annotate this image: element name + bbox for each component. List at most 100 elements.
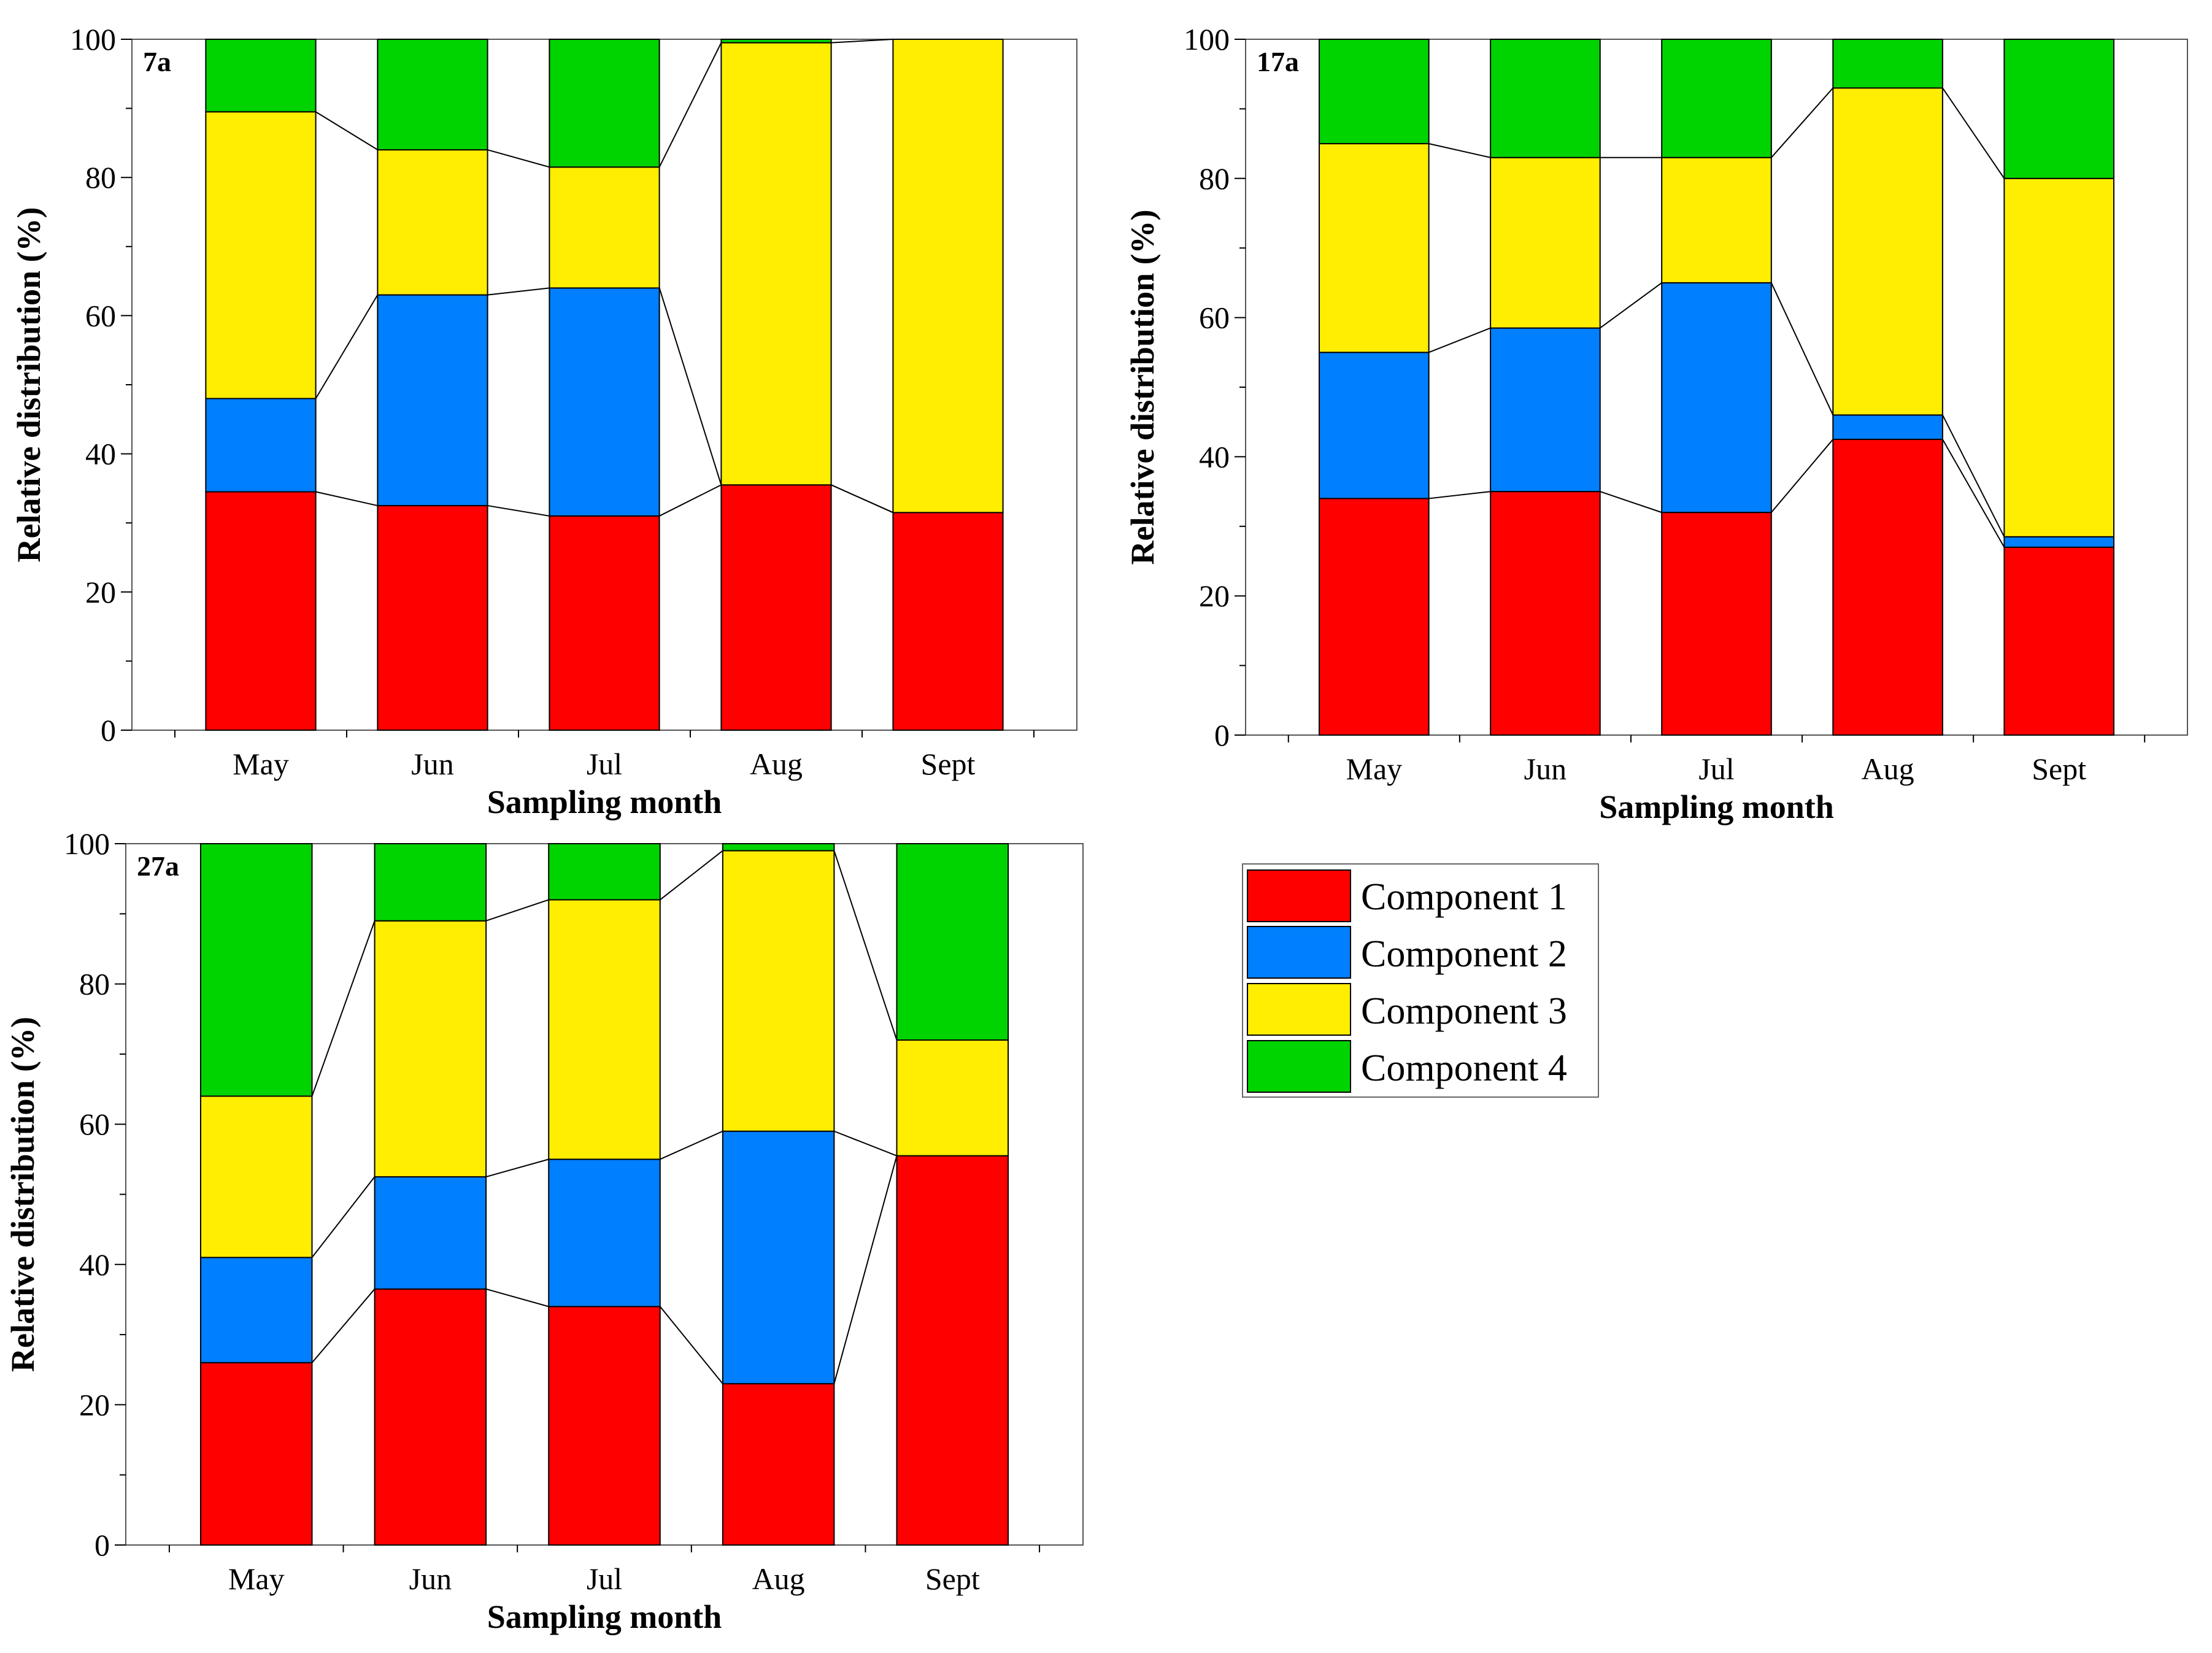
connector-27a-1-component-2 xyxy=(311,1176,376,1258)
x-axis-title: Sampling month xyxy=(1599,788,1834,825)
legend: Component 1 Component 2 Component 3 Comp… xyxy=(1242,863,1599,1098)
bar-27a-jun-component-1 xyxy=(374,1288,487,1546)
bar-27a-may-component-2 xyxy=(199,1257,313,1363)
y-tick-label: 0 xyxy=(94,1528,110,1562)
bar-7a-jun-component-3 xyxy=(377,149,488,296)
connector-17a-1-component-1 xyxy=(1428,491,1491,499)
x-tick-label-aug: Aug xyxy=(750,747,803,781)
bar-27a-aug-component-2 xyxy=(722,1130,835,1385)
connector-7a-1-component-2 xyxy=(315,295,379,399)
bar-27a-may-component-4 xyxy=(199,843,313,1097)
y-tick-label: 20 xyxy=(85,575,116,609)
bar-7a-may-component-1 xyxy=(205,491,317,731)
connector-27a-3-component-3 xyxy=(660,850,723,901)
x-tick-label-sept: Sept xyxy=(925,1562,980,1596)
bar-7a-jul-component-4 xyxy=(549,39,660,168)
bar-17a-may-component-3 xyxy=(1319,143,1430,353)
bar-7a-may-component-3 xyxy=(205,111,317,399)
legend-label-component-3: Component 3 xyxy=(1361,990,1567,1032)
x-axis-title: Sampling month xyxy=(487,1598,722,1635)
bar-27a-aug-component-3 xyxy=(722,850,835,1132)
bar-17a-jul-component-1 xyxy=(1661,512,1772,736)
legend-entry-component-4: Component 4 xyxy=(1247,1040,1567,1093)
connector-27a-3-component-1 xyxy=(659,1306,723,1384)
y-tick-label: 100 xyxy=(1184,22,1230,56)
bar-17a-jun-component-4 xyxy=(1490,39,1601,158)
bar-7a-jul-component-3 xyxy=(549,166,660,289)
y-tick-label: 40 xyxy=(1199,439,1230,474)
bar-17a-sept-component-4 xyxy=(2003,39,2114,179)
bar-17a-sept-component-2 xyxy=(2003,536,2114,548)
bar-7a-aug-component-4 xyxy=(720,39,832,44)
bar-27a-may-component-1 xyxy=(199,1362,313,1546)
y-tick-label: 60 xyxy=(79,1107,110,1141)
connector-7a-3-component-3 xyxy=(658,42,722,168)
x-tick-label-sept: Sept xyxy=(921,747,976,781)
bar-17a-jun-component-2 xyxy=(1490,327,1601,493)
connector-7a-3-component-1 xyxy=(659,484,722,517)
x-tick-label-may: May xyxy=(1346,752,1402,786)
connector-27a-2-component-1 xyxy=(485,1288,549,1308)
x-tick-label-jul: Jul xyxy=(587,747,622,781)
connector-27a-1-component-1 xyxy=(311,1289,376,1363)
x-axis-title: Sampling month xyxy=(487,784,722,820)
bar-7a-sept-component-1 xyxy=(892,512,1004,731)
legend-swatch-component-1 xyxy=(1247,869,1351,922)
bar-7a-aug-component-3 xyxy=(720,42,832,486)
bar-17a-aug-component-1 xyxy=(1832,439,1943,736)
x-tick-label-jul: Jul xyxy=(587,1562,622,1596)
legend-entry-component-1: Component 1 xyxy=(1247,869,1567,922)
connector-7a-2-component-1 xyxy=(487,505,550,517)
chart-panel-7a: 0 20 40 60 80 100 May Jun Jul Aug Sept 7a Sampling m… xyxy=(10,22,1077,820)
connector-17a-3-component-2 xyxy=(1770,282,1834,415)
y-tick-label: 40 xyxy=(85,437,116,471)
connector-17a-3-component-3 xyxy=(1771,87,1834,158)
bar-17a-sept-component-3 xyxy=(2003,177,2114,538)
y-tick-label: 40 xyxy=(79,1247,110,1282)
connector-27a-3-component-2 xyxy=(660,1130,723,1160)
y-axis-title: Relative distribution (%) xyxy=(1124,210,1161,565)
bar-17a-aug-component-3 xyxy=(1832,87,1943,416)
x-tick-label-may: May xyxy=(233,747,289,781)
legend-label-component-2: Component 2 xyxy=(1361,933,1567,975)
bar-27a-jul-component-3 xyxy=(548,899,661,1160)
bar-17a-jul-component-4 xyxy=(1661,39,1772,158)
connector-7a-4-component-3 xyxy=(831,39,893,44)
connector-17a-4-component-2 xyxy=(1942,414,2005,538)
bar-7a-may-component-2 xyxy=(205,398,317,493)
connector-27a-2-component-3 xyxy=(485,899,549,922)
bar-27a-jun-component-3 xyxy=(374,920,487,1177)
connector-17a-2-component-1 xyxy=(1600,491,1662,514)
x-tick-label-sept: Sept xyxy=(2032,752,2086,786)
bar-27a-jul-component-4 xyxy=(548,843,661,901)
bar-17a-may-component-2 xyxy=(1319,352,1430,499)
connector-7a-4-component-2 xyxy=(831,484,893,514)
y-tick-label: 60 xyxy=(1199,301,1230,335)
x-tick-label-jul: Jul xyxy=(1698,752,1734,786)
bar-27a-sept-component-1 xyxy=(896,1155,1009,1546)
bar-17a-aug-component-2 xyxy=(1832,414,1943,441)
bar-27a-aug-component-1 xyxy=(722,1383,835,1546)
legend-label-component-4: Component 4 xyxy=(1361,1047,1567,1089)
x-tick-label-jun: Jun xyxy=(409,1562,452,1596)
connector-17a-3-component-1 xyxy=(1771,439,1834,513)
bar-27a-may-component-3 xyxy=(199,1095,313,1258)
panel-label-7a: 7a xyxy=(143,46,171,77)
x-tick-label-jun: Jun xyxy=(411,747,453,781)
x-tick-label-aug: Aug xyxy=(752,1562,805,1596)
bar-7a-jun-component-1 xyxy=(377,505,488,731)
legend-swatch-component-4 xyxy=(1247,1040,1351,1093)
connector-7a-3-component-2 xyxy=(658,288,722,485)
bar-27a-jun-component-4 xyxy=(374,843,487,922)
connector-7a-1-component-3 xyxy=(315,111,378,151)
connector-17a-1-component-3 xyxy=(1428,143,1491,158)
panel-label-27a: 27a xyxy=(137,850,179,882)
legend-entry-component-3: Component 3 xyxy=(1247,983,1567,1036)
bar-27a-jul-component-2 xyxy=(548,1158,661,1308)
bar-7a-aug-component-1 xyxy=(720,484,832,731)
bar-17a-may-component-1 xyxy=(1319,498,1430,736)
connector-27a-1-component-3 xyxy=(311,920,376,1096)
connector-7a-2-component-2 xyxy=(487,287,550,296)
connector-27a-4-component-2 xyxy=(834,1130,897,1157)
connector-17a-4-component-3 xyxy=(1942,87,2005,179)
